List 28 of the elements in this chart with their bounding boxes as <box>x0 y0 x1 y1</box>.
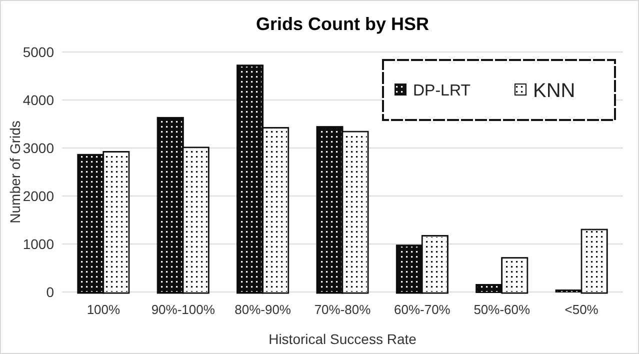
x-tick-label: 80%-90% <box>234 302 292 317</box>
bar <box>477 284 502 292</box>
chart-title: Grids Count by HSR <box>256 14 430 34</box>
x-tick-label: 60%-70% <box>394 302 451 317</box>
bar <box>582 230 606 292</box>
bar <box>397 246 422 292</box>
y-tick-label: 2000 <box>22 188 54 204</box>
y-tick-label: 3000 <box>22 140 54 156</box>
x-tick-label: 100% <box>86 302 120 317</box>
y-axis-title: Number of Grids <box>7 120 23 224</box>
x-tick-label: <50% <box>564 302 599 317</box>
bar <box>158 118 182 292</box>
bar <box>78 155 103 292</box>
y-tick-label: 4000 <box>22 92 54 108</box>
x-tick-label: 90%-100% <box>151 302 216 317</box>
legend-label: KNN <box>533 80 576 102</box>
bar <box>318 128 342 292</box>
y-tick-label: 1000 <box>22 236 54 252</box>
bar <box>238 66 262 292</box>
x-tick-label: 50%-60% <box>474 302 530 317</box>
bar <box>422 236 447 292</box>
legend-label: DP-LRT <box>413 82 471 100</box>
bar <box>184 148 208 292</box>
x-tick-label: 70%-80% <box>314 302 372 317</box>
y-tick-label: 5000 <box>22 44 54 60</box>
x-axis-title: Historical Success Rate <box>268 331 417 347</box>
y-tick-label: 0 <box>46 284 54 300</box>
bar <box>343 132 368 292</box>
